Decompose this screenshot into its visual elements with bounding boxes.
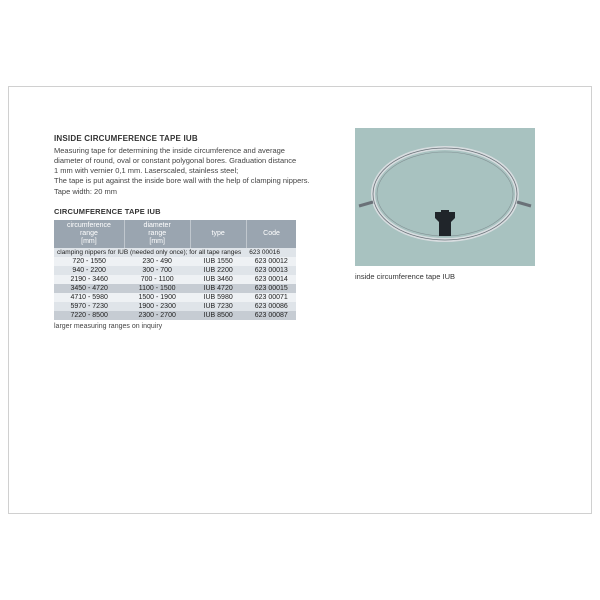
desc-line: 1 mm with vernier 0,1 mm. Laserscaled, s… <box>54 166 238 175</box>
table-footnote: larger measuring ranges on inquiry <box>54 323 554 330</box>
cell-code: 623 00013 <box>246 266 296 275</box>
cell-diam: 1900 - 2300 <box>124 302 190 311</box>
cell-type: IUB 5980 <box>190 293 246 302</box>
desc-line: Tape width: 20 mm <box>54 187 117 196</box>
cell-circ: 5970 - 7230 <box>54 302 124 311</box>
cell-type: IUB 3460 <box>190 275 246 284</box>
desc-line: The tape is put against the inside bore … <box>54 176 310 185</box>
tape-illustration <box>355 128 535 266</box>
cell-diam: 2300 - 2700 <box>124 311 190 320</box>
table-row: 940 - 2200300 - 700IUB 2200623 00013 <box>54 266 296 275</box>
spec-table: circumference range [mm] diameter range … <box>54 220 296 320</box>
cell-circ: 2190 - 3460 <box>54 275 124 284</box>
product-photo-block: inside circumference tape IUB <box>355 128 535 288</box>
table-row: 5970 - 72301900 - 2300IUB 7230623 00086 <box>54 302 296 311</box>
cell-type: IUB 7230 <box>190 302 246 311</box>
cell-circ: 7220 - 8500 <box>54 311 124 320</box>
col-circumference: circumference range [mm] <box>54 220 124 248</box>
product-photo <box>355 128 535 266</box>
cell-code: 623 00086 <box>246 302 296 311</box>
table-row: 3450 - 47201100 - 1500IUB 4720623 00015 <box>54 284 296 293</box>
cell-diam: 700 - 1100 <box>124 275 190 284</box>
cell-diam: 1100 - 1500 <box>124 284 190 293</box>
cell-circ: 720 - 1550 <box>54 257 124 266</box>
cell-circ: 940 - 2200 <box>54 266 124 275</box>
table-row: 7220 - 85002300 - 2700IUB 8500623 00087 <box>54 311 296 320</box>
col-code: Code <box>246 220 296 248</box>
table-row: 720 - 1550230 - 490IUB 1550623 00012 <box>54 257 296 266</box>
cell-code: 623 00014 <box>246 275 296 284</box>
desc-line: diameter of round, oval or constant poly… <box>54 156 296 165</box>
table-row: 2190 - 3460700 - 1100IUB 3460623 00014 <box>54 275 296 284</box>
col-diameter: diameter range [mm] <box>124 220 190 248</box>
cell-type: IUB 1550 <box>190 257 246 266</box>
cell-diam: 300 - 700 <box>124 266 190 275</box>
note-code: 623 00016 <box>246 248 296 257</box>
cell-type: IUB 2200 <box>190 266 246 275</box>
photo-caption: inside circumference tape IUB <box>355 272 535 281</box>
cell-type: IUB 4720 <box>190 284 246 293</box>
cell-code: 623 00071 <box>246 293 296 302</box>
col-type: type <box>190 220 246 248</box>
cell-code: 623 00015 <box>246 284 296 293</box>
note-text: clamping nippers for IUB (needed only on… <box>54 248 246 257</box>
desc-line: Measuring tape for determining the insid… <box>54 146 285 155</box>
cell-circ: 4710 - 5980 <box>54 293 124 302</box>
product-description: Measuring tape for determining the insid… <box>54 146 324 197</box>
table-note-row: clamping nippers for IUB (needed only on… <box>54 248 296 257</box>
cell-type: IUB 8500 <box>190 311 246 320</box>
cell-code: 623 00087 <box>246 311 296 320</box>
cell-diam: 230 - 490 <box>124 257 190 266</box>
table-body: clamping nippers for IUB (needed only on… <box>54 248 296 320</box>
cell-diam: 1500 - 1900 <box>124 293 190 302</box>
cell-circ: 3450 - 4720 <box>54 284 124 293</box>
cell-code: 623 00012 <box>246 257 296 266</box>
table-header-row: circumference range [mm] diameter range … <box>54 220 296 248</box>
table-row: 4710 - 59801500 - 1900IUB 5980623 00071 <box>54 293 296 302</box>
